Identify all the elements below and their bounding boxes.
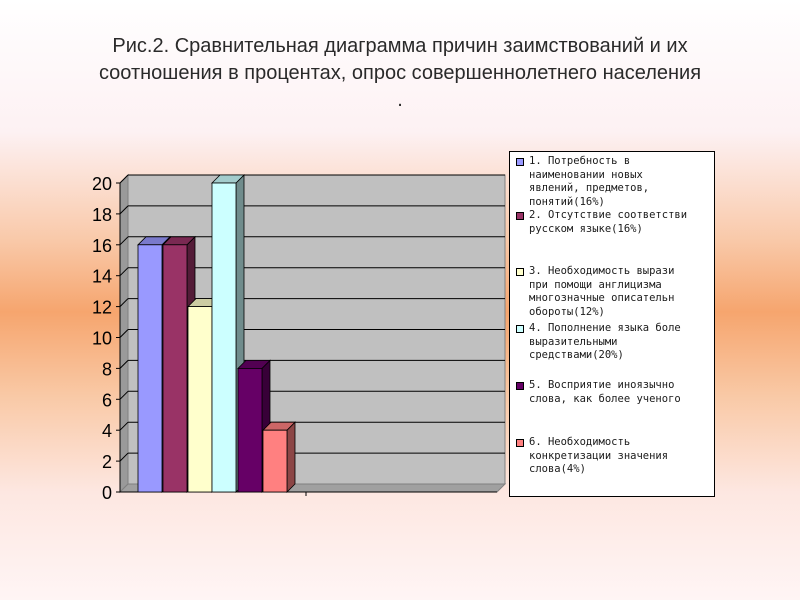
gridline-side — [119, 421, 129, 431]
y-tick-label: 2 — [102, 452, 112, 472]
legend-label: 5. Восприятие иноязычно слова, как более… — [529, 379, 681, 405]
chart-title-line-1: Рис.2. Сравнительная диаграмма причин за… — [112, 35, 688, 57]
gridline-side — [119, 452, 129, 462]
gridline-side — [119, 174, 129, 184]
bar-3 — [187, 306, 213, 493]
gridline-side — [119, 267, 129, 277]
legend-label: 1. Потребность в наименовании новых явле… — [529, 155, 650, 208]
bar-side-6 — [286, 421, 296, 493]
chart-legend: 1. Потребность в наименовании новых явле… — [509, 151, 715, 497]
bar-1 — [137, 244, 163, 493]
bar-2 — [162, 244, 188, 493]
y-tick-label: 18 — [92, 205, 112, 225]
y-tick-label: 8 — [102, 359, 112, 379]
legend-item-2: 2. Отсутствие соответстви русском языке(… — [516, 209, 714, 236]
legend-item-6: 6. Необходимость конкретизации значения … — [516, 436, 714, 477]
y-tick-label: 20 — [92, 174, 112, 194]
legend-swatch — [516, 325, 524, 333]
y-tick-label: 6 — [102, 390, 112, 410]
legend-swatch — [516, 212, 524, 220]
legend-item-4: 4. Пополнение языка боле выразительными … — [516, 322, 714, 363]
legend-swatch — [516, 439, 524, 447]
gridline-side — [119, 360, 129, 369]
chart-title-line-2: соотношения в процентах, опрос совершенн… — [98, 62, 702, 84]
y-tick-label: 0 — [102, 483, 112, 503]
bar-4 — [211, 182, 237, 493]
gridline-side — [119, 205, 129, 215]
gridline-side — [119, 329, 129, 338]
legend-swatch — [516, 382, 524, 390]
legend-label: 6. Необходимость конкретизации значения … — [529, 436, 669, 475]
chart-title: Рис.2. Сравнительная диаграмма причин за… — [40, 33, 760, 114]
chart-title-line-3: . — [397, 89, 403, 111]
legend-swatch — [516, 268, 524, 276]
legend-item-3: 3. Необходимость вырази при помощи англи… — [516, 265, 714, 319]
legend-label: 2. Отсутствие соответстви русском языке(… — [529, 209, 688, 235]
y-tick-label: 14 — [92, 267, 112, 287]
y-tick-label: 10 — [92, 329, 112, 349]
y-tick-label: 4 — [102, 421, 112, 441]
y-tick-label: 12 — [92, 298, 112, 318]
legend-item-1: 1. Потребность в наименовании новых явле… — [516, 155, 714, 209]
bar-5 — [237, 367, 263, 493]
gridline-side — [119, 298, 129, 307]
legend-label: 4. Пополнение языка боле выразительными … — [529, 322, 681, 361]
legend-item-5: 5. Восприятие иноязычно слова, как более… — [516, 379, 714, 406]
bar-6 — [262, 429, 288, 493]
gridline-side — [119, 390, 129, 400]
legend-label: 3. Необходимость вырази при помощи англи… — [529, 265, 675, 318]
legend-swatch — [516, 158, 524, 166]
y-tick-label: 16 — [92, 236, 112, 256]
gridline-side — [119, 236, 129, 246]
